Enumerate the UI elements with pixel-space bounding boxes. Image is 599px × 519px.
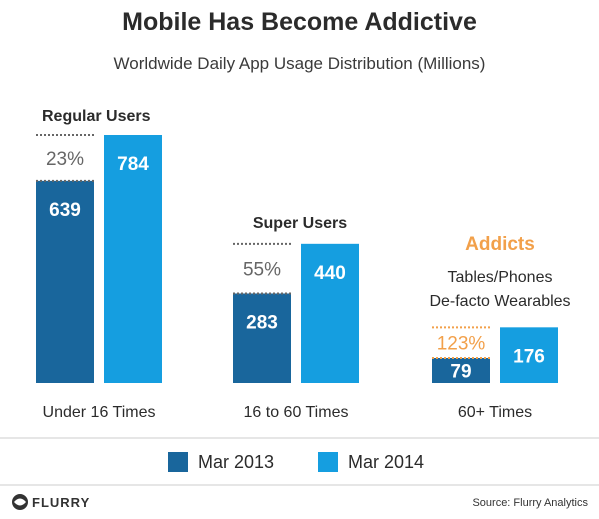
group-label-super-users: Super Users bbox=[253, 215, 347, 232]
group-label-addicts: Addicts bbox=[465, 234, 535, 255]
chart-title: Mobile Has Become Addictive bbox=[122, 8, 477, 36]
legend-label-mar-2014: Mar 2014 bbox=[348, 452, 424, 472]
bar-mar-2013-1 bbox=[233, 293, 291, 383]
legend-label-mar-2013: Mar 2013 bbox=[198, 452, 274, 472]
bar-mar-2013-0 bbox=[36, 180, 94, 383]
flurry-logo-text: FLURRY bbox=[32, 495, 90, 510]
category-label: 16 to 60 Times bbox=[244, 404, 349, 421]
addicts-note-line-1: Tables/Phones bbox=[448, 269, 553, 286]
legend: Mar 2013 Mar 2014 bbox=[168, 452, 424, 472]
bar-mar-2014-1 bbox=[301, 243, 359, 383]
group-label-regular-users: Regular Users bbox=[42, 108, 151, 125]
bar-value-label: 639 bbox=[49, 200, 81, 221]
chart-subtitle: Worldwide Daily App Usage Distribution (… bbox=[114, 54, 486, 73]
bar-mar-2014-2 bbox=[500, 327, 558, 383]
legend-swatch-mar-2013 bbox=[168, 452, 188, 472]
flurry-logo-swirl bbox=[14, 498, 26, 506]
category-label: 60+ Times bbox=[458, 404, 532, 421]
bar-value-label: 784 bbox=[117, 154, 149, 175]
source-note: Source: Flurry Analytics bbox=[472, 497, 588, 509]
legend-swatch-mar-2014 bbox=[318, 452, 338, 472]
growth-label: 55% bbox=[243, 260, 281, 281]
addicts-note-line-2: De-facto Wearables bbox=[429, 293, 570, 310]
bar-value-label: 176 bbox=[513, 346, 545, 367]
bar-value-label: 440 bbox=[314, 263, 346, 284]
bar-value-label: 79 bbox=[450, 362, 471, 383]
flurry-logo: FLURRY bbox=[12, 494, 90, 510]
bar-mar-2013-2 bbox=[432, 358, 490, 383]
growth-label: 123% bbox=[437, 334, 486, 355]
bars-layer: 639 784 23% Under 16 Times 283 440 55% 16 to 60… bbox=[36, 108, 571, 421]
growth-label: 23% bbox=[46, 149, 84, 170]
bar-value-label: 283 bbox=[246, 312, 278, 333]
category-label: Under 16 Times bbox=[43, 404, 156, 421]
bar-mar-2014-0 bbox=[104, 135, 162, 383]
